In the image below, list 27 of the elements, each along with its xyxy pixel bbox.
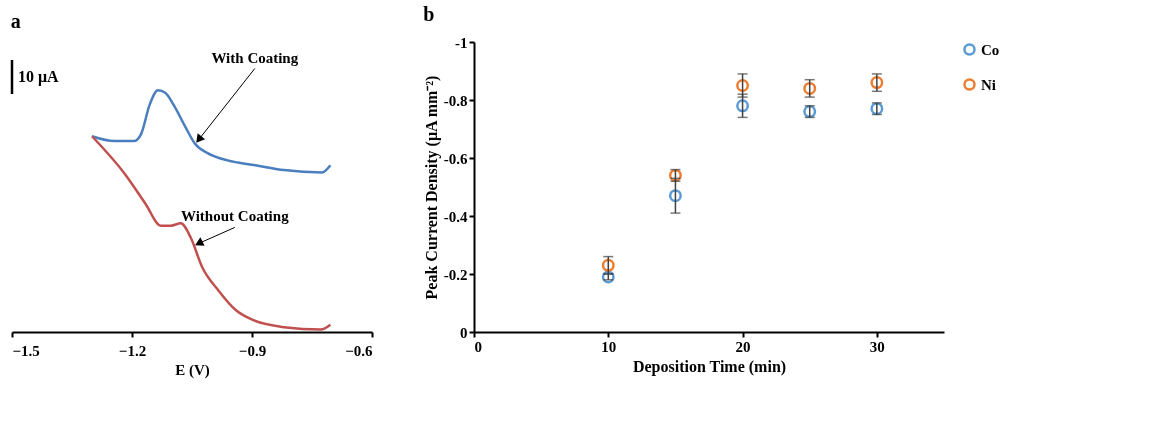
y-tick-label: -0.2 <box>443 266 468 283</box>
x-tick-label: −0.9 <box>238 342 267 359</box>
legend-label: Co <box>981 41 1000 58</box>
x-tick-label: −0.6 <box>345 342 373 359</box>
x-axis-title: Deposition Time (min) <box>632 357 787 376</box>
text: 10 μA <box>18 68 60 86</box>
y-tick-label: 0 <box>460 324 468 341</box>
point <box>668 189 682 203</box>
point <box>736 79 750 92</box>
x-tick-label: 30 <box>869 338 885 355</box>
annotation: With Coating <box>211 49 299 66</box>
x-tick-label: −1.5 <box>12 342 40 359</box>
y-tick-label: -0.6 <box>443 150 468 167</box>
annotation: Without Coating <box>180 208 290 225</box>
y-tick-label: -1 <box>455 34 468 51</box>
x-axis-title: E (V) <box>175 361 210 379</box>
y-axis-title: Peak Current Density (μA mm⁻²) <box>422 75 441 300</box>
x-tick-label: 10 <box>601 338 617 355</box>
point <box>736 99 750 113</box>
chart-title: b <box>423 3 435 25</box>
y-tick-label: -0.4 <box>443 208 468 225</box>
chart-title: a <box>10 10 21 32</box>
y-tick-label: -0.8 <box>443 92 468 109</box>
x-tick-label: −1.2 <box>118 342 147 359</box>
x-tick-label: 20 <box>735 338 751 355</box>
x-tick-label: 0 <box>474 338 482 355</box>
legend-label: Ni <box>981 76 996 93</box>
